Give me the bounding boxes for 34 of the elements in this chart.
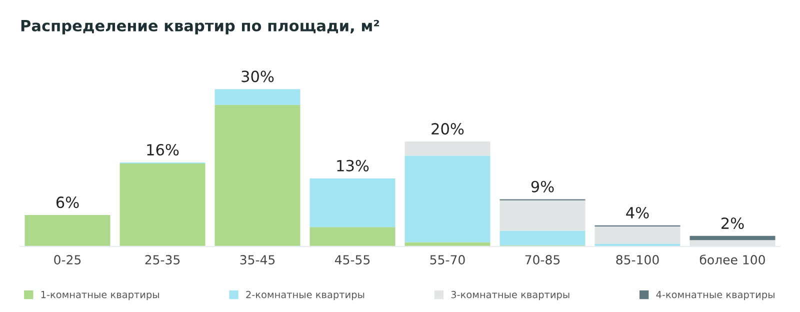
legend-label: 4-комнатные квартиры	[656, 291, 774, 300]
bar	[404, 156, 490, 242]
legend-label: 1-комнатные квартиры	[41, 291, 159, 300]
bar	[214, 104, 300, 246]
x-tick-label: 55-70	[430, 255, 465, 264]
x-tick-label: 70-85	[525, 255, 560, 264]
annotation: 20%	[432, 123, 464, 135]
x-tick-label: 35-45	[240, 255, 275, 264]
bar	[310, 178, 396, 228]
annotation: 4%	[626, 206, 649, 218]
x-tick-label: более 100	[700, 254, 765, 264]
bar	[690, 236, 776, 240]
bar	[404, 242, 490, 246]
bar	[214, 89, 300, 105]
chart-title: Распределение квартир по площади, м²	[21, 20, 380, 34]
bar	[404, 142, 490, 156]
x-tick-label: 0-25	[54, 255, 81, 264]
annotation: 2%	[722, 217, 744, 230]
bar	[500, 200, 586, 231]
annotation: 13%	[337, 160, 369, 172]
x-tick-label: 85-100	[616, 255, 659, 264]
bar	[310, 227, 396, 246]
annotation: 30%	[242, 70, 274, 82]
x-tick-label: 25-35	[145, 255, 180, 264]
legend-label: 3-комнатные квартиры	[451, 290, 570, 300]
legend-label: 2-комнатные квартиры	[246, 290, 364, 300]
x-tick-label: 45-55	[334, 255, 370, 264]
annotation: 16%	[147, 144, 179, 156]
annotation: 6%	[56, 196, 79, 208]
bar	[24, 215, 110, 246]
annotation: 9%	[531, 180, 554, 192]
bar	[500, 230, 586, 246]
bar	[120, 164, 206, 246]
bar	[594, 226, 680, 244]
